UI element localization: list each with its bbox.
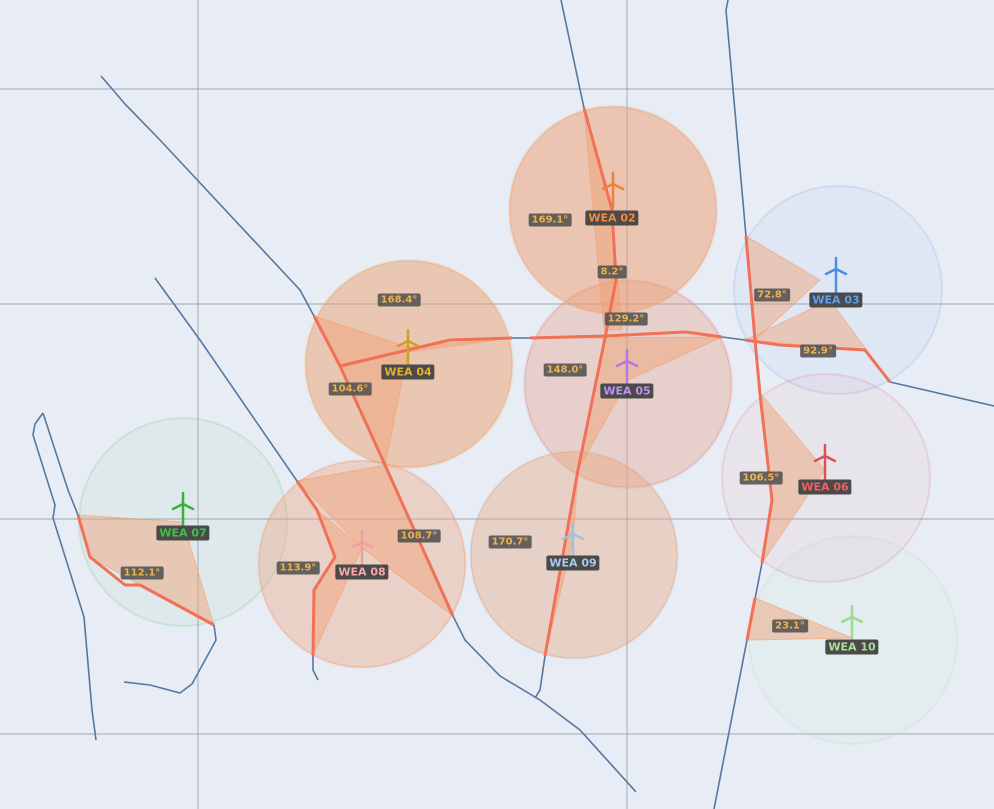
roads [32,0,994,809]
angle-label: 113.9° [276,561,320,575]
turbine-label: WEA 06 [798,479,852,495]
turbine-label: WEA 10 [825,639,879,655]
angle-label: 72.8° [754,288,790,302]
angle-label: 170.7° [488,535,532,549]
angle-label: 112.1° [120,566,164,580]
angle-label: 106.5° [739,471,783,485]
turbine-label: WEA 07 [156,525,210,541]
turbine-label: WEA 04 [381,364,435,380]
angle-label: 108.7° [397,529,441,543]
turbine-label: WEA 05 [600,383,654,399]
angle-label: 92.9° [800,344,836,358]
turbine-label: WEA 02 [585,210,639,226]
angle-label: 169.1° [528,213,572,227]
angle-label: 8.2° [597,265,627,279]
turbine-label: WEA 03 [809,292,863,308]
angle-label: 104.6° [328,382,372,396]
turbine-label: WEA 09 [546,555,600,571]
angle-label: 23.1° [772,619,808,633]
turbine-label: WEA 08 [335,564,389,580]
angle-label: 129.2° [604,312,648,326]
angle-label: 168.4° [377,293,421,307]
angle-label: 148.0° [543,363,587,377]
